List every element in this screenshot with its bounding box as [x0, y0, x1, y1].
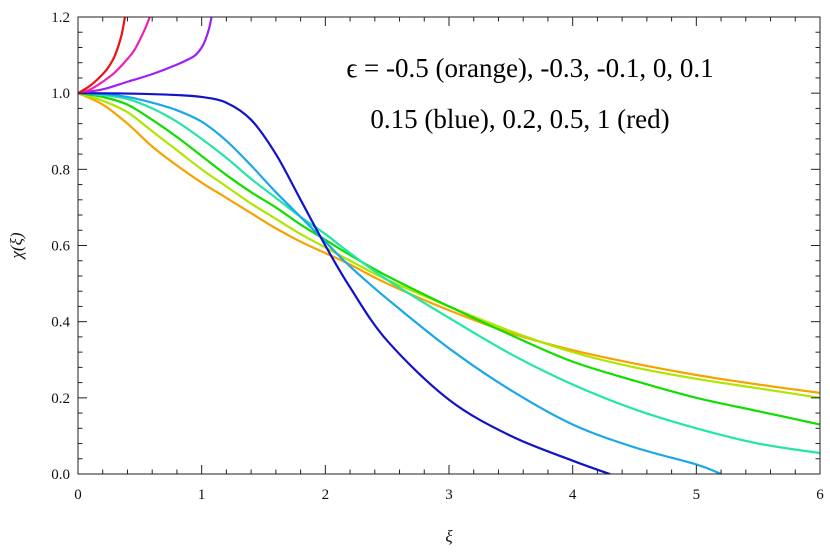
y-tick-label: 0.8 — [51, 162, 70, 178]
ticks-layer — [77, 16, 821, 475]
y-tick-label: 0.0 — [51, 467, 70, 483]
y-tick-label: 1.0 — [51, 86, 70, 102]
series-line-8 — [78, 17, 151, 95]
series-line-6 — [78, 92, 611, 474]
x-tick-label: 5 — [693, 487, 701, 503]
series-line-9 — [78, 17, 127, 95]
series-line-7 — [78, 17, 213, 95]
series-layer — [78, 17, 820, 474]
y-tick-label: 0.2 — [51, 391, 70, 407]
y-tick-label: 1.2 — [51, 10, 70, 26]
x-tick-label: 6 — [816, 487, 824, 503]
y-tick-label: 0.4 — [51, 315, 70, 331]
x-axis-label: ξ — [445, 527, 453, 546]
labels-layer: 0 1 2 3 4 5 6 0.0 0.2 0.4 0.6 0.8 1.0 1.2 — [51, 10, 824, 503]
annotation-line-2: 0.15 (blue), 0.2, 0.5, 1 (red) — [370, 104, 669, 134]
plot-frame — [77, 16, 821, 475]
series-line-1 — [78, 92, 820, 394]
series-line-4 — [78, 92, 820, 455]
annotation-line-1: ϵ = -0.5 (orange), -0.3, -0.1, 0, 0.1 — [346, 53, 713, 83]
x-tick-label: 2 — [322, 487, 330, 503]
series-line-2 — [78, 92, 820, 399]
y-tick-label: 0.6 — [51, 239, 70, 255]
series-line-5 — [78, 92, 723, 474]
x-tick-label: 4 — [569, 487, 577, 503]
x-tick-label: 3 — [445, 487, 453, 503]
x-tick-label: 0 — [74, 487, 82, 503]
y-axis-label: χ(ξ) — [7, 232, 26, 260]
series-line-3 — [78, 92, 820, 426]
x-tick-label: 1 — [198, 487, 206, 503]
